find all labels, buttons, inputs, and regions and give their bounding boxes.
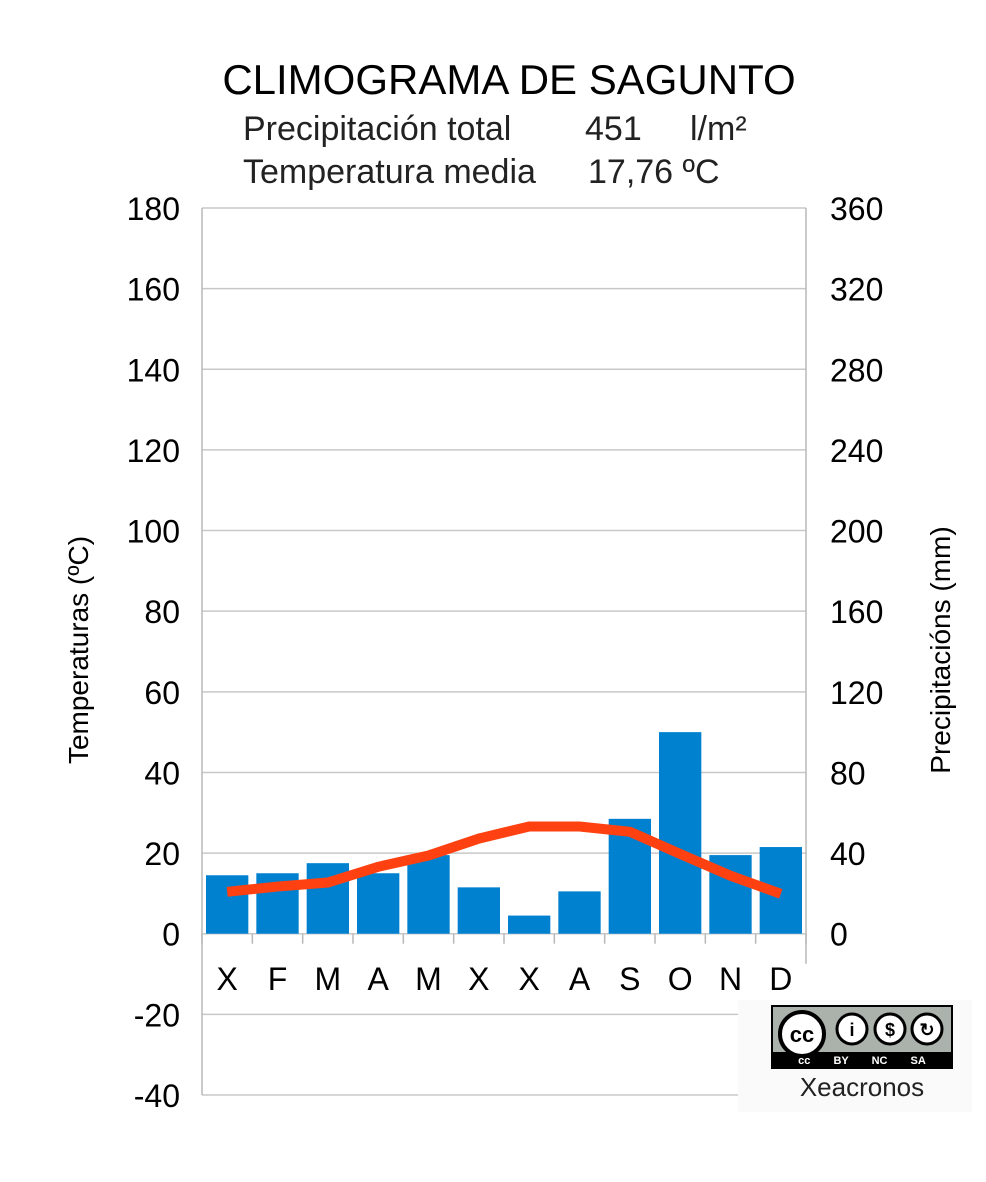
y2-tick-label: 320 [830, 272, 883, 308]
svg-text:cc: cc [790, 1022, 814, 1047]
license-badge-text: cc BY NC SA [798, 1055, 926, 1067]
x-tick-label: S [619, 961, 640, 997]
y2-tick-label: 120 [830, 675, 883, 711]
x-tick-label: A [367, 961, 389, 997]
y-tick-label: 140 [127, 352, 180, 388]
y-tick-label: -40 [134, 1078, 180, 1114]
svg-text:↻: ↻ [919, 1020, 934, 1040]
y-tick-label: 80 [144, 594, 180, 630]
precip-bar [508, 915, 551, 934]
y2-tick-label: 40 [830, 836, 866, 872]
x-tick-label: M [415, 961, 442, 997]
y-tick-label: 100 [127, 514, 180, 550]
y-tick-label: 160 [127, 272, 180, 308]
x-tick-label: N [719, 961, 742, 997]
y2-tick-label: 280 [830, 352, 883, 388]
x-tick-label: A [569, 961, 591, 997]
y2-tick-label: 160 [830, 594, 883, 630]
subtitle-temp-label: Temperatura media [243, 153, 536, 191]
subtitle-temp-value: 17,76 ºC [588, 153, 720, 191]
x-tick-label: D [769, 961, 792, 997]
temperature-line [226, 821, 783, 899]
precip-bar [558, 891, 601, 934]
nc-icon [873, 1012, 907, 1046]
chart-title: CLIMOGRAMA DE SAGUNTO [222, 56, 795, 103]
y2-tick-label: 0 [830, 917, 848, 953]
by-icon [835, 1012, 869, 1046]
y-tick-label: 120 [127, 433, 180, 469]
cc-license-badge: cc i $ ↻ cc BY NC SA Xeacronos [738, 1000, 972, 1112]
subtitle-precip-unit: l/m² [690, 110, 747, 148]
x-tick-label: O [668, 961, 693, 997]
y-tick-label: -20 [134, 997, 180, 1033]
cc-icon [778, 1010, 826, 1058]
x-tick-label: F [268, 961, 288, 997]
y-tick-label: 0 [162, 917, 180, 953]
x-tick-label: X [468, 961, 489, 997]
y2-tick-label: 360 [830, 191, 883, 227]
svg-text:i: i [849, 1020, 854, 1040]
y-tick-label: 180 [127, 191, 180, 227]
x-tick-label: M [315, 961, 342, 997]
y-tick-label: 60 [144, 675, 180, 711]
precip-bar [206, 875, 249, 934]
precip-bar [407, 855, 450, 934]
precip-bar [659, 732, 702, 934]
y2-tick-label: 80 [830, 755, 866, 791]
x-tick-label: X [216, 961, 237, 997]
precip-bar [457, 887, 500, 934]
y-tick-label: 40 [144, 755, 180, 791]
x-tick-label: X [518, 961, 539, 997]
precip-bar [357, 873, 400, 934]
y2-tick-label: 200 [830, 514, 883, 550]
y-axis-label: Temperaturas (ºC) [63, 536, 94, 764]
subtitle-precip-value: 451 [585, 110, 642, 148]
y-tick-label: 20 [144, 836, 180, 872]
author-credit: Xeacronos [800, 1072, 924, 1102]
y2-tick-label: 240 [830, 433, 883, 469]
svg-text:$: $ [885, 1020, 895, 1040]
y2-axis-label: Precipitacións (mm) [925, 526, 956, 773]
sa-icon [910, 1012, 944, 1046]
subtitle-precip-label: Precipitación total [243, 110, 511, 148]
